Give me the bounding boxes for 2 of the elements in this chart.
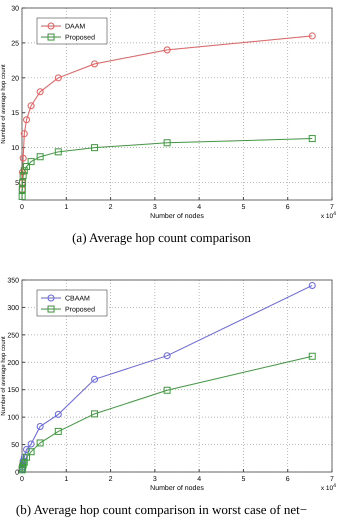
text: (a) Average hop count comparison [72,230,252,245]
text: (b) Average hop count comparison in worst case of net− [16,502,308,517]
